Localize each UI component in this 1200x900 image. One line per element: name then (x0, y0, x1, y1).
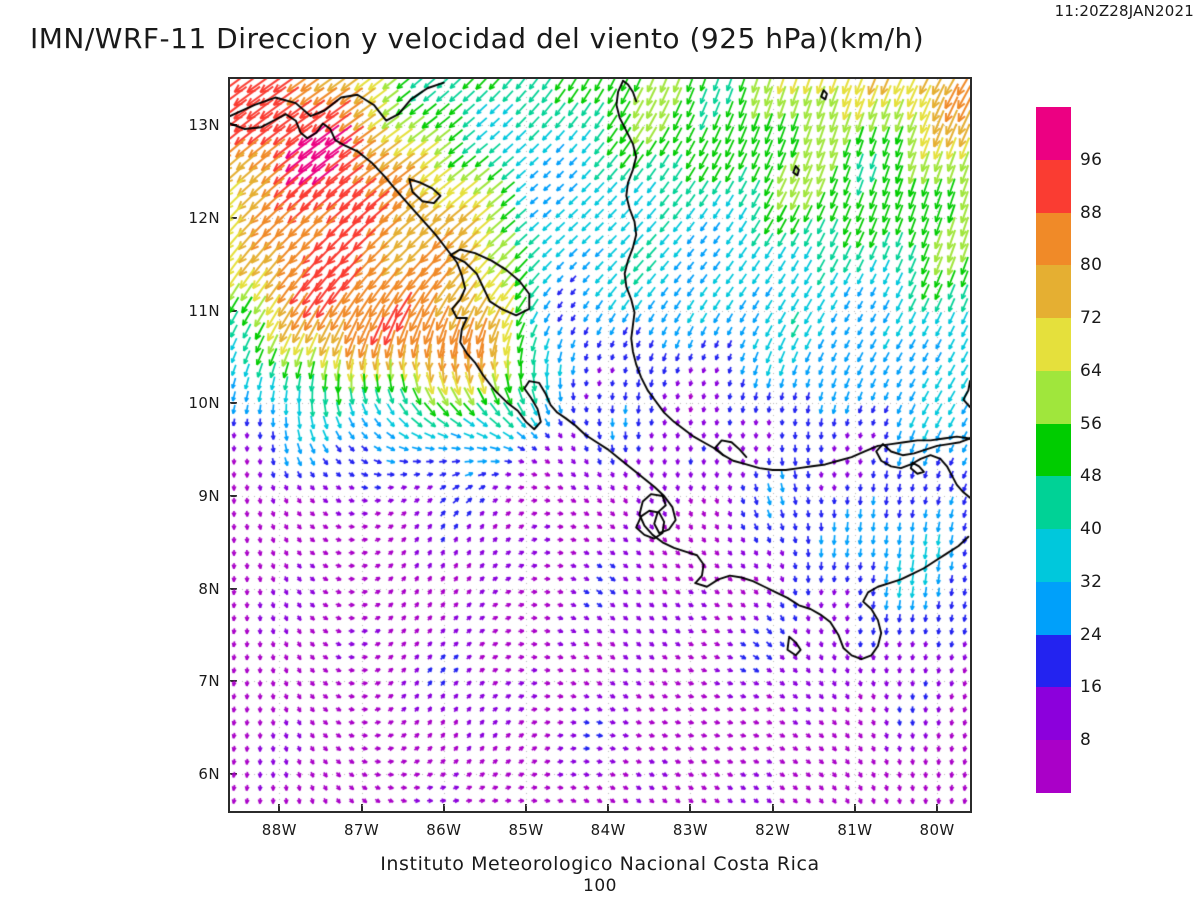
x-axis-label-87W: 87W (343, 821, 380, 839)
colorbar-band-64-72 (1036, 318, 1071, 371)
colorbar-tick-80: 80 (1080, 255, 1103, 276)
colorbar-band-72-80 (1036, 265, 1071, 319)
colorbar-tick-96: 96 (1080, 149, 1103, 170)
timestamp-label: 11:20Z28JAN2021 (1054, 2, 1194, 20)
x-axis-label-80W: 80W (919, 821, 955, 839)
colorbar-tick-24: 24 (1080, 624, 1103, 645)
x-axis-label-84W: 84W (590, 821, 626, 839)
colorbar-band->96 (1036, 107, 1071, 160)
x-axis-label-88W: 88W (261, 821, 297, 839)
y-axis-label-13N: 13N (188, 116, 220, 135)
y-axis-label-7N: 7N (198, 672, 220, 691)
colorbar-tick-56: 56 (1080, 413, 1103, 434)
y-axis-label-9N: 9N (198, 486, 220, 505)
x-axis-label-82W: 82W (755, 821, 791, 839)
x-axis-label-85W: 85W (508, 821, 544, 839)
colorbar-tick-16: 16 (1080, 677, 1103, 698)
speed-colorbar[interactable] (1036, 107, 1071, 793)
y-axis-label-8N: 8N (198, 579, 220, 598)
colorbar-band-48-56 (1036, 423, 1071, 477)
y-axis-label-10N: 10N (188, 394, 220, 413)
colorbar-tick-8: 8 (1080, 730, 1092, 751)
x-axis-label-83W: 83W (672, 821, 708, 839)
colorbar-band-0-8 (1036, 740, 1071, 793)
colorbar-tick-48: 48 (1080, 466, 1103, 487)
colorbar-tick-88: 88 (1080, 202, 1103, 223)
x-axis-label-86W: 86W (426, 821, 462, 839)
colorbar-band-40-48 (1036, 476, 1071, 530)
colorbar-band-16-24 (1036, 634, 1071, 688)
wind-map-plot-area[interactable] (228, 77, 972, 813)
x-axis-label-81W: 81W (837, 821, 873, 839)
y-axis-label-12N: 12N (188, 208, 220, 227)
colorbar-band-8-16 (1036, 687, 1071, 741)
y-axis-label-11N: 11N (188, 301, 220, 320)
page-title: IMN/WRF-11 Direccion y velocidad del vie… (30, 22, 925, 55)
colorbar-band-56-64 (1036, 370, 1071, 424)
colorbar-tick-40: 40 (1080, 519, 1103, 540)
colorbar-band-88-96 (1036, 159, 1071, 213)
coastline-overlay (230, 79, 970, 811)
y-axis-label-6N: 6N (198, 764, 220, 783)
colorbar-band-80-88 (1036, 212, 1071, 266)
colorbar-tick-32: 32 (1080, 571, 1103, 592)
footer-credit: Instituto Meteorologico Nacional Costa R… (380, 853, 820, 875)
reference-vector-label: 100 (583, 876, 617, 896)
colorbar-tick-64: 64 (1080, 360, 1103, 381)
colorbar-band-24-32 (1036, 581, 1071, 635)
colorbar-tick-72: 72 (1080, 308, 1103, 329)
colorbar-band-32-40 (1036, 529, 1071, 582)
